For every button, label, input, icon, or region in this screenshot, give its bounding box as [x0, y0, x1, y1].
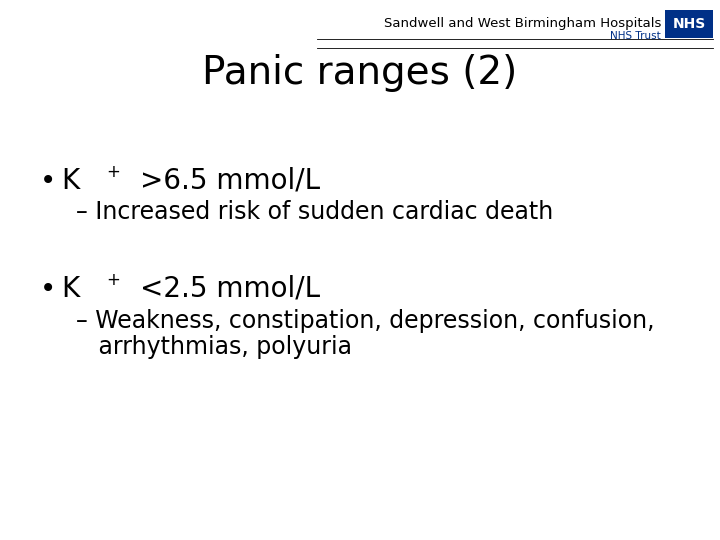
- Text: >6.5 mmol/L: >6.5 mmol/L: [140, 167, 320, 195]
- Text: +: +: [107, 163, 120, 181]
- Text: +: +: [107, 271, 120, 289]
- Text: K: K: [61, 167, 79, 195]
- Text: Panic ranges (2): Panic ranges (2): [202, 54, 518, 92]
- Text: •: •: [40, 275, 56, 303]
- Text: Sandwell and West Birmingham Hospitals: Sandwell and West Birmingham Hospitals: [384, 17, 661, 30]
- Text: <2.5 mmol/L: <2.5 mmol/L: [140, 275, 320, 303]
- Text: K: K: [61, 275, 79, 303]
- Text: NHS: NHS: [672, 17, 706, 31]
- Text: NHS Trust: NHS Trust: [611, 31, 661, 40]
- Text: – Increased risk of sudden cardiac death: – Increased risk of sudden cardiac death: [76, 200, 553, 224]
- Text: arrhythmias, polyuria: arrhythmias, polyuria: [76, 335, 351, 359]
- Text: – Weakness, constipation, depression, confusion,: – Weakness, constipation, depression, co…: [76, 309, 654, 333]
- Text: •: •: [40, 167, 56, 195]
